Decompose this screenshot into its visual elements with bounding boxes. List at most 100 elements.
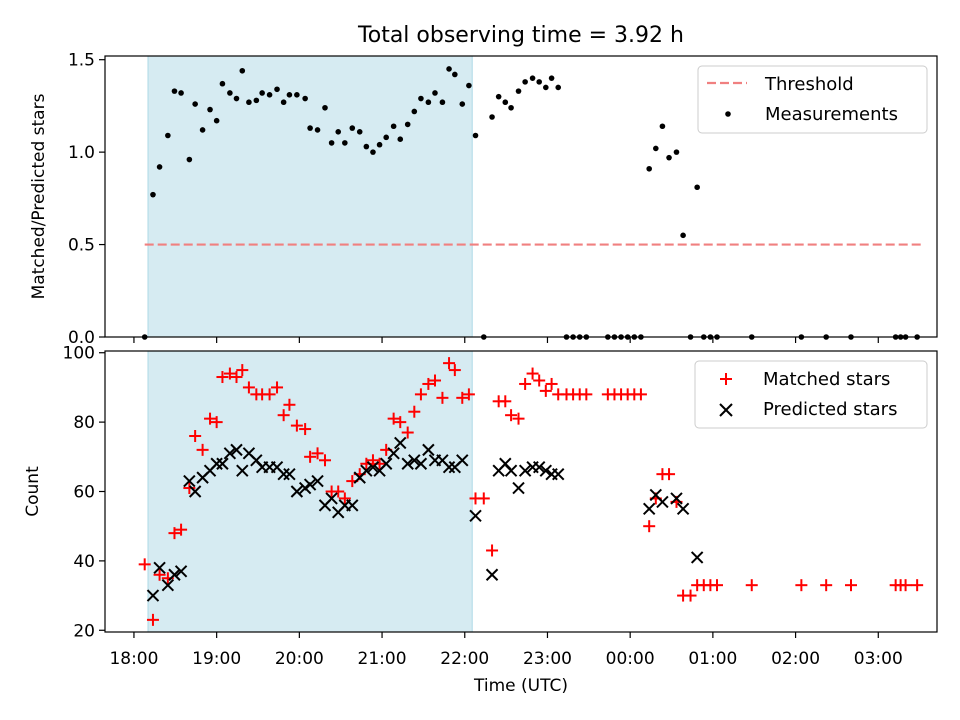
matched-star-marker bbox=[634, 388, 647, 401]
matched-star-marker bbox=[138, 558, 151, 571]
matched-star-marker bbox=[663, 468, 676, 481]
measurement-point bbox=[390, 123, 397, 130]
matched-star-marker bbox=[204, 412, 217, 425]
legend-matched-swatch bbox=[720, 373, 732, 385]
matched-star-marker bbox=[290, 419, 303, 432]
matched-star-marker bbox=[486, 544, 499, 557]
matched-star-marker bbox=[236, 364, 249, 377]
legend-measurements-label: Measurements bbox=[765, 104, 898, 125]
measurement-point bbox=[227, 90, 233, 96]
predicted-star-marker bbox=[408, 454, 421, 467]
measurement-point bbox=[673, 149, 680, 155]
matched-star-marker bbox=[230, 371, 243, 384]
predicted-star-marker bbox=[512, 481, 525, 495]
matched-star-marker bbox=[271, 381, 284, 394]
matched-star-marker bbox=[332, 485, 345, 498]
measurement-point bbox=[186, 156, 193, 163]
measurement-point bbox=[529, 75, 536, 81]
matched-star-marker bbox=[175, 523, 188, 536]
predicted-star-marker bbox=[183, 474, 196, 488]
matched-star-marker bbox=[414, 388, 427, 401]
measurement-point bbox=[199, 127, 206, 133]
matched-star-marker bbox=[533, 374, 546, 387]
top-y-ticks: 0.0 0.5 1.0 1.5 bbox=[68, 51, 105, 348]
measurement-point bbox=[472, 132, 479, 139]
matched-star-marker bbox=[216, 371, 229, 384]
matched-star-marker bbox=[408, 405, 421, 418]
predicted-star-marker bbox=[153, 561, 166, 575]
predicted-star-marker bbox=[188, 485, 202, 498]
matched-star-marker bbox=[911, 579, 924, 592]
predicted-star-marker bbox=[456, 454, 469, 467]
top-y-tick-label: 1.0 bbox=[68, 143, 95, 163]
top-legend: Threshold Measurements bbox=[697, 65, 928, 134]
predicted-star-marker bbox=[303, 478, 317, 491]
top-panel: 0.0 0.5 1.0 1.5 Matched/Predicted stars Thr… bbox=[29, 51, 938, 348]
matched-star-marker bbox=[539, 384, 552, 397]
measurement-point bbox=[659, 123, 666, 130]
predicted-star-marker bbox=[422, 443, 435, 457]
bottom-observing-window-shade bbox=[147, 350, 473, 633]
predicted-star-marker bbox=[360, 464, 373, 477]
predicted-star-marker bbox=[676, 502, 690, 516]
chart-title: Total observing time = 3.92 h bbox=[357, 23, 684, 48]
measurement-point bbox=[171, 88, 178, 94]
matched-star-marker bbox=[277, 409, 290, 422]
matched-star-marker bbox=[223, 367, 236, 380]
matched-star-marker bbox=[443, 357, 456, 370]
bottom-panel: 20 40 60 80 100 18:00 19:00 20:00 21:00 22:00 23:… bbox=[23, 344, 938, 696]
x-tick-label: 18:00 bbox=[109, 649, 158, 669]
matched-star-marker bbox=[643, 520, 656, 533]
measurement-point bbox=[536, 79, 542, 85]
measurement-point bbox=[502, 99, 509, 106]
matched-star-marker bbox=[580, 388, 593, 401]
matched-star-marker bbox=[684, 589, 697, 602]
predicted-star-marker bbox=[230, 443, 243, 457]
measurement-point bbox=[432, 90, 438, 96]
matched-star-marker bbox=[422, 377, 435, 390]
measurement-point bbox=[286, 92, 293, 98]
bottom-y-tick-label: 20 bbox=[73, 621, 95, 641]
matched-star-marker bbox=[196, 443, 209, 456]
matched-star-marker bbox=[401, 426, 414, 439]
bottom-legend: Matched stars Predicted stars bbox=[694, 360, 928, 429]
measurement-point bbox=[178, 90, 184, 96]
predicted-star-marker bbox=[161, 578, 175, 592]
matched-star-marker bbox=[711, 579, 724, 592]
top-observing-window-shade bbox=[147, 55, 473, 338]
measurement-point bbox=[404, 121, 411, 128]
predicted-star-marker bbox=[168, 568, 181, 581]
matched-star-marker bbox=[844, 579, 857, 592]
measurement-point bbox=[459, 101, 466, 107]
measurement-point bbox=[233, 95, 240, 102]
x-tick-label: 01:00 bbox=[688, 649, 737, 669]
measurement-point bbox=[322, 104, 328, 111]
measurement-point bbox=[370, 149, 376, 155]
predicted-star-marker bbox=[670, 492, 683, 505]
top-x-ticks bbox=[133, 337, 879, 343]
measurement-point bbox=[508, 104, 514, 111]
measurement-point bbox=[397, 136, 404, 142]
bottom-y-tick-label: 100 bbox=[63, 344, 95, 364]
matched-star-marker bbox=[394, 416, 407, 429]
predicted-star-marker bbox=[642, 502, 656, 516]
bottom-y-tick-label: 60 bbox=[73, 483, 95, 503]
measurement-point bbox=[446, 66, 452, 72]
legend-predicted-label: Predicted stars bbox=[763, 399, 897, 420]
predicted-star-marker bbox=[442, 461, 456, 474]
measurement-point bbox=[307, 125, 313, 131]
predicted-star-marker bbox=[504, 464, 518, 477]
measurement-point bbox=[452, 71, 458, 78]
predicted-star-marker bbox=[552, 467, 565, 481]
predicted-star-marker bbox=[379, 457, 393, 470]
measurement-point bbox=[207, 106, 213, 113]
legend-measurements-swatch bbox=[725, 111, 731, 117]
matched-star-marker bbox=[304, 450, 317, 463]
measurement-point bbox=[349, 125, 356, 131]
predicted-star-marker bbox=[539, 464, 553, 477]
measurement-point bbox=[219, 80, 226, 87]
measurement-point bbox=[239, 67, 246, 74]
measurement-point bbox=[342, 140, 348, 146]
legend-threshold-label: Threshold bbox=[764, 74, 854, 95]
